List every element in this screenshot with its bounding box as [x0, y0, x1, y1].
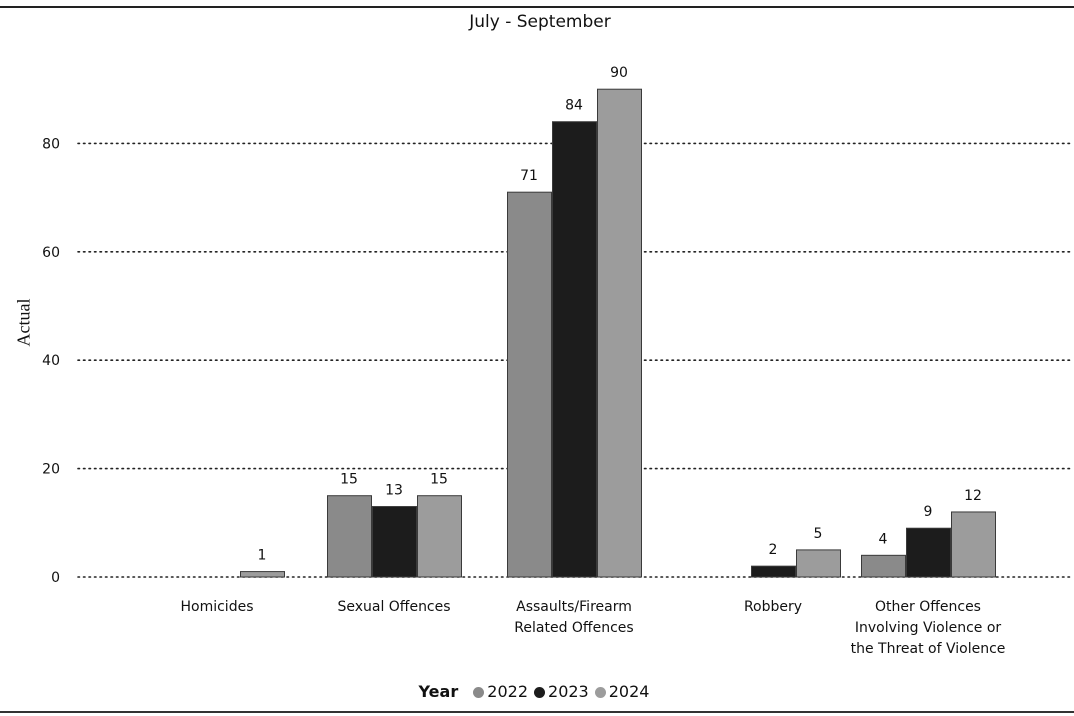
- bar-2022-cat-4: [861, 554, 906, 578]
- bar-value-label-2023-cat-1: 13: [385, 483, 403, 499]
- category-label-0: Homicides: [117, 597, 317, 618]
- y-tick-label-40: 40: [42, 353, 60, 369]
- legend-label: 2022: [487, 682, 529, 701]
- bar-value-label-2024-cat-1: 15: [430, 472, 448, 488]
- bar-2023-cat-1: [372, 506, 417, 578]
- category-label-2: Assaults/Firearm Related Offences: [474, 597, 674, 639]
- y-axis-label: Actual: [13, 298, 34, 347]
- category-label-4: Other Offences Involving Violence or the T…: [828, 597, 1028, 660]
- bar-2023-cat-3: [751, 565, 796, 578]
- category-label-line: Other Offences: [875, 599, 981, 615]
- top-rule: [0, 6, 1074, 8]
- bar-value-label-2023-cat-3: 2: [769, 542, 778, 558]
- bar-value-label-2024-cat-3: 5: [814, 526, 823, 542]
- legend-swatch-icon: [534, 687, 546, 698]
- bar-value-label-2024-cat-2: 90: [610, 65, 628, 81]
- bar-2024-cat-0: [240, 571, 285, 578]
- legend-item-2023: 2023: [534, 682, 589, 701]
- legend-item-2024: 2024: [594, 682, 650, 701]
- y-tick-label-60: 60: [42, 245, 60, 261]
- bar-2023-cat-2: [552, 121, 597, 578]
- legend-label: 2023: [548, 682, 589, 701]
- legend-items: 2022 2023 2024: [473, 682, 655, 701]
- bar-2022-cat-1: [327, 495, 372, 578]
- y-tick-label-20: 20: [42, 462, 60, 478]
- bar-value-label-2023-cat-4: 9: [924, 504, 933, 520]
- category-label-1: Sexual Offences: [294, 597, 494, 618]
- category-label-line: Robbery: [743, 599, 803, 615]
- category-label-line: Involving Violence or: [854, 620, 1002, 636]
- category-label-3: Robbery: [673, 597, 873, 618]
- bar-value-label-2022-cat-4: 4: [879, 531, 888, 547]
- category-label-line: Assaults/Firearm: [516, 599, 632, 615]
- bar-value-label-2022-cat-2: 71: [520, 168, 538, 184]
- bar-value-label-2024-cat-4: 12: [964, 488, 982, 504]
- bar-value-label-2022-cat-1: 15: [340, 472, 358, 488]
- category-label-line: the Threat of Violence: [850, 641, 1006, 657]
- legend-label: 2024: [608, 682, 650, 701]
- legend-swatch-icon: [473, 687, 485, 698]
- category-label-line: Sexual Offences: [337, 599, 451, 615]
- category-label-line: Related Offences: [514, 620, 634, 636]
- bar-value-label-2023-cat-2: 84: [565, 98, 583, 114]
- legend: Year 2022 2023 2024: [0, 682, 1074, 701]
- y-tick-label-80: 80: [42, 136, 60, 152]
- legend-swatch-icon: [594, 687, 606, 698]
- bar-2022-cat-2: [507, 191, 552, 578]
- y-tick-label-0: 0: [51, 570, 60, 586]
- category-label-line: Homicides: [180, 599, 254, 615]
- bar-2023-cat-4: [906, 527, 951, 578]
- bar-value-label-2024-cat-0: 1: [258, 548, 267, 564]
- legend-item-2022: 2022: [473, 682, 528, 701]
- bar-2024-cat-1: [417, 495, 462, 578]
- bottom-rule: [0, 711, 1074, 713]
- bar-2024-cat-3: [796, 549, 841, 578]
- bar-2024-cat-2: [597, 88, 642, 578]
- legend-title: Year: [418, 682, 459, 701]
- bar-2024-cat-4: [951, 511, 996, 578]
- chart-title: July - September: [469, 12, 611, 32]
